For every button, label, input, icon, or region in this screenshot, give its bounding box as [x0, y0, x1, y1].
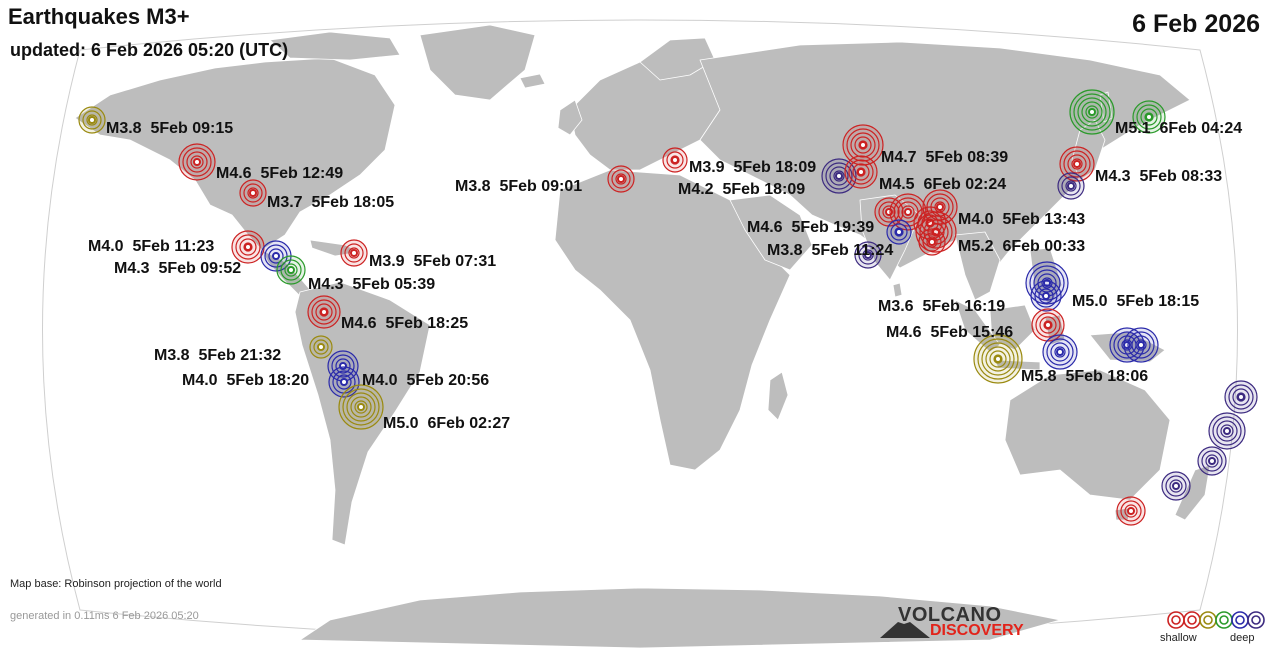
sakhalin — [1099, 91, 1113, 123]
eq-label[interactable]: M3.9 5Feb 07:31 — [369, 253, 497, 270]
eq-label[interactable]: M3.6 5Feb 16:19 — [878, 298, 1006, 315]
earthquake-marker[interactable] — [844, 155, 878, 189]
earthquake-marker[interactable] — [1224, 380, 1258, 414]
legend-depth-circle — [1251, 615, 1261, 625]
earthquake-marker[interactable] — [1197, 446, 1227, 476]
earthquake-marker[interactable] — [821, 158, 857, 194]
southeast-asia — [954, 231, 1001, 301]
earthquake-marker[interactable] — [1042, 334, 1078, 370]
eq-label[interactable]: M4.2 5Feb 18:09 — [678, 181, 806, 198]
north-america — [74, 57, 396, 251]
madagascar — [767, 371, 789, 421]
caribbean — [309, 239, 361, 257]
earthquake-marker[interactable] — [886, 219, 912, 245]
eq-label[interactable]: M4.0 5Feb 18:20 — [182, 372, 310, 389]
australia — [1004, 369, 1171, 501]
legend-depth-circle — [1203, 615, 1213, 625]
earthquake-marker[interactable] — [1031, 308, 1065, 342]
legend-depth-circle — [1171, 615, 1181, 625]
logo-text-discovery: DISCOVERY — [930, 622, 1024, 639]
earthquake-marker[interactable] — [1132, 100, 1166, 134]
eq-label[interactable]: M4.7 5Feb 08:39 — [881, 149, 1009, 166]
eq-label[interactable]: M5.0 6Feb 02:27 — [383, 415, 511, 432]
eq-label[interactable]: M3.7 5Feb 18:05 — [267, 194, 395, 211]
arabia — [729, 194, 813, 271]
british-isles — [557, 99, 583, 136]
earthquake-marker[interactable] — [918, 228, 946, 256]
eq-label[interactable]: M5.8 5Feb 18:06 — [1021, 368, 1149, 385]
logo-text-volcano: VOLCANO — [898, 604, 1002, 626]
volcano-icon — [880, 622, 930, 638]
legend-depth-circle — [1187, 615, 1197, 625]
earthquake-marker[interactable] — [607, 165, 635, 193]
earthquake-marker[interactable] — [915, 211, 957, 253]
eq-label[interactable]: M4.6 5Feb 18:25 — [341, 315, 469, 332]
earthquake-marker[interactable] — [1069, 89, 1115, 135]
south-america — [294, 281, 431, 546]
sumatra — [954, 299, 1001, 353]
greenland — [419, 24, 536, 101]
earthquake-marker[interactable] — [1059, 146, 1095, 182]
earthquake-marker[interactable] — [276, 255, 306, 285]
eq-label[interactable]: M3.9 5Feb 18:09 — [689, 159, 817, 176]
eq-label[interactable]: M5.0 5Feb 18:15 — [1072, 293, 1200, 310]
legend-depth-circle — [1247, 611, 1265, 629]
new-zealand — [1174, 464, 1211, 521]
eq-label[interactable]: M4.3 5Feb 09:52 — [114, 260, 242, 277]
sri-lanka — [892, 282, 903, 298]
earthquake-marker[interactable] — [842, 124, 884, 166]
earthquake-marker[interactable] — [1161, 471, 1191, 501]
eq-label[interactable]: M4.6 5Feb 12:49 — [216, 165, 344, 182]
earthquake-marker[interactable] — [854, 241, 882, 269]
legend-depth-circle — [1235, 615, 1245, 625]
earthquake-marker[interactable] — [328, 366, 360, 398]
volcano-discovery-logo[interactable]: VOLCANO DISCOVERY — [880, 604, 1040, 640]
earthquake-marker[interactable] — [340, 239, 368, 267]
arctic-islands — [269, 31, 401, 61]
legend-deep-label: deep — [1230, 632, 1255, 644]
eq-label[interactable]: M5.2 6Feb 00:33 — [958, 238, 1086, 255]
antarctica — [299, 587, 1061, 649]
earthquake-marker[interactable] — [1116, 496, 1146, 526]
earthquake-marker[interactable] — [231, 230, 265, 264]
eq-label[interactable]: M4.0 5Feb 11:23 — [88, 238, 215, 255]
earthquake-marker[interactable] — [1057, 172, 1085, 200]
page-title: Earthquakes M3+ — [8, 4, 190, 29]
eq-label[interactable]: M3.8 5Feb 11:24 — [767, 242, 894, 259]
eq-label[interactable]: M3.8 5Feb 21:32 — [154, 347, 282, 364]
earthquake-marker[interactable] — [239, 179, 267, 207]
map-base-note: Map base: Robinson projection of the wor… — [10, 578, 222, 590]
legend-depth-circle — [1219, 615, 1229, 625]
earthquake-marker[interactable] — [1030, 280, 1062, 312]
earthquake-marker[interactable] — [78, 106, 106, 134]
india — [859, 194, 921, 281]
eq-label[interactable]: M4.6 5Feb 19:39 — [747, 219, 875, 236]
generated-note: generated in 0.11ms 6 Feb 2026 05:20 — [10, 610, 199, 622]
map-date: 6 Feb 2026 — [1132, 10, 1260, 38]
earthquake-marker[interactable] — [307, 295, 341, 329]
eq-label[interactable]: M4.5 6Feb 02:24 — [879, 176, 1007, 193]
eq-label[interactable]: M4.3 5Feb 05:39 — [308, 276, 436, 293]
earthquake-marker[interactable] — [1025, 261, 1069, 305]
earthquake-marker[interactable] — [309, 335, 333, 359]
eq-label[interactable]: M4.0 5Feb 20:56 — [362, 372, 490, 389]
eq-label[interactable]: M3.8 5Feb 09:01 — [455, 178, 583, 195]
eq-label[interactable]: M5.1 6Feb 04:24 — [1115, 120, 1243, 137]
earthquake-marker[interactable] — [973, 334, 1023, 384]
earthquake-marker[interactable] — [178, 143, 216, 181]
earthquake-marker[interactable] — [338, 384, 384, 430]
earthquake-marker[interactable] — [662, 147, 688, 173]
earthquake-marker[interactable] — [1208, 412, 1246, 450]
eq-label[interactable]: M4.0 5Feb 13:43 — [958, 211, 1086, 228]
iceland — [519, 73, 546, 89]
eq-label[interactable]: M4.6 5Feb 15:46 — [886, 324, 1014, 341]
earthquake-marker[interactable] — [1123, 327, 1159, 363]
earthquake-marker[interactable] — [889, 193, 927, 231]
eq-label[interactable]: M4.3 5Feb 08:33 — [1095, 168, 1223, 185]
updated-timestamp: updated: 6 Feb 2026 05:20 (UTC) — [10, 40, 289, 60]
legend-shallow-label: shallow — [1160, 632, 1197, 644]
eq-label[interactable]: M3.8 5Feb 09:15 — [106, 120, 234, 137]
